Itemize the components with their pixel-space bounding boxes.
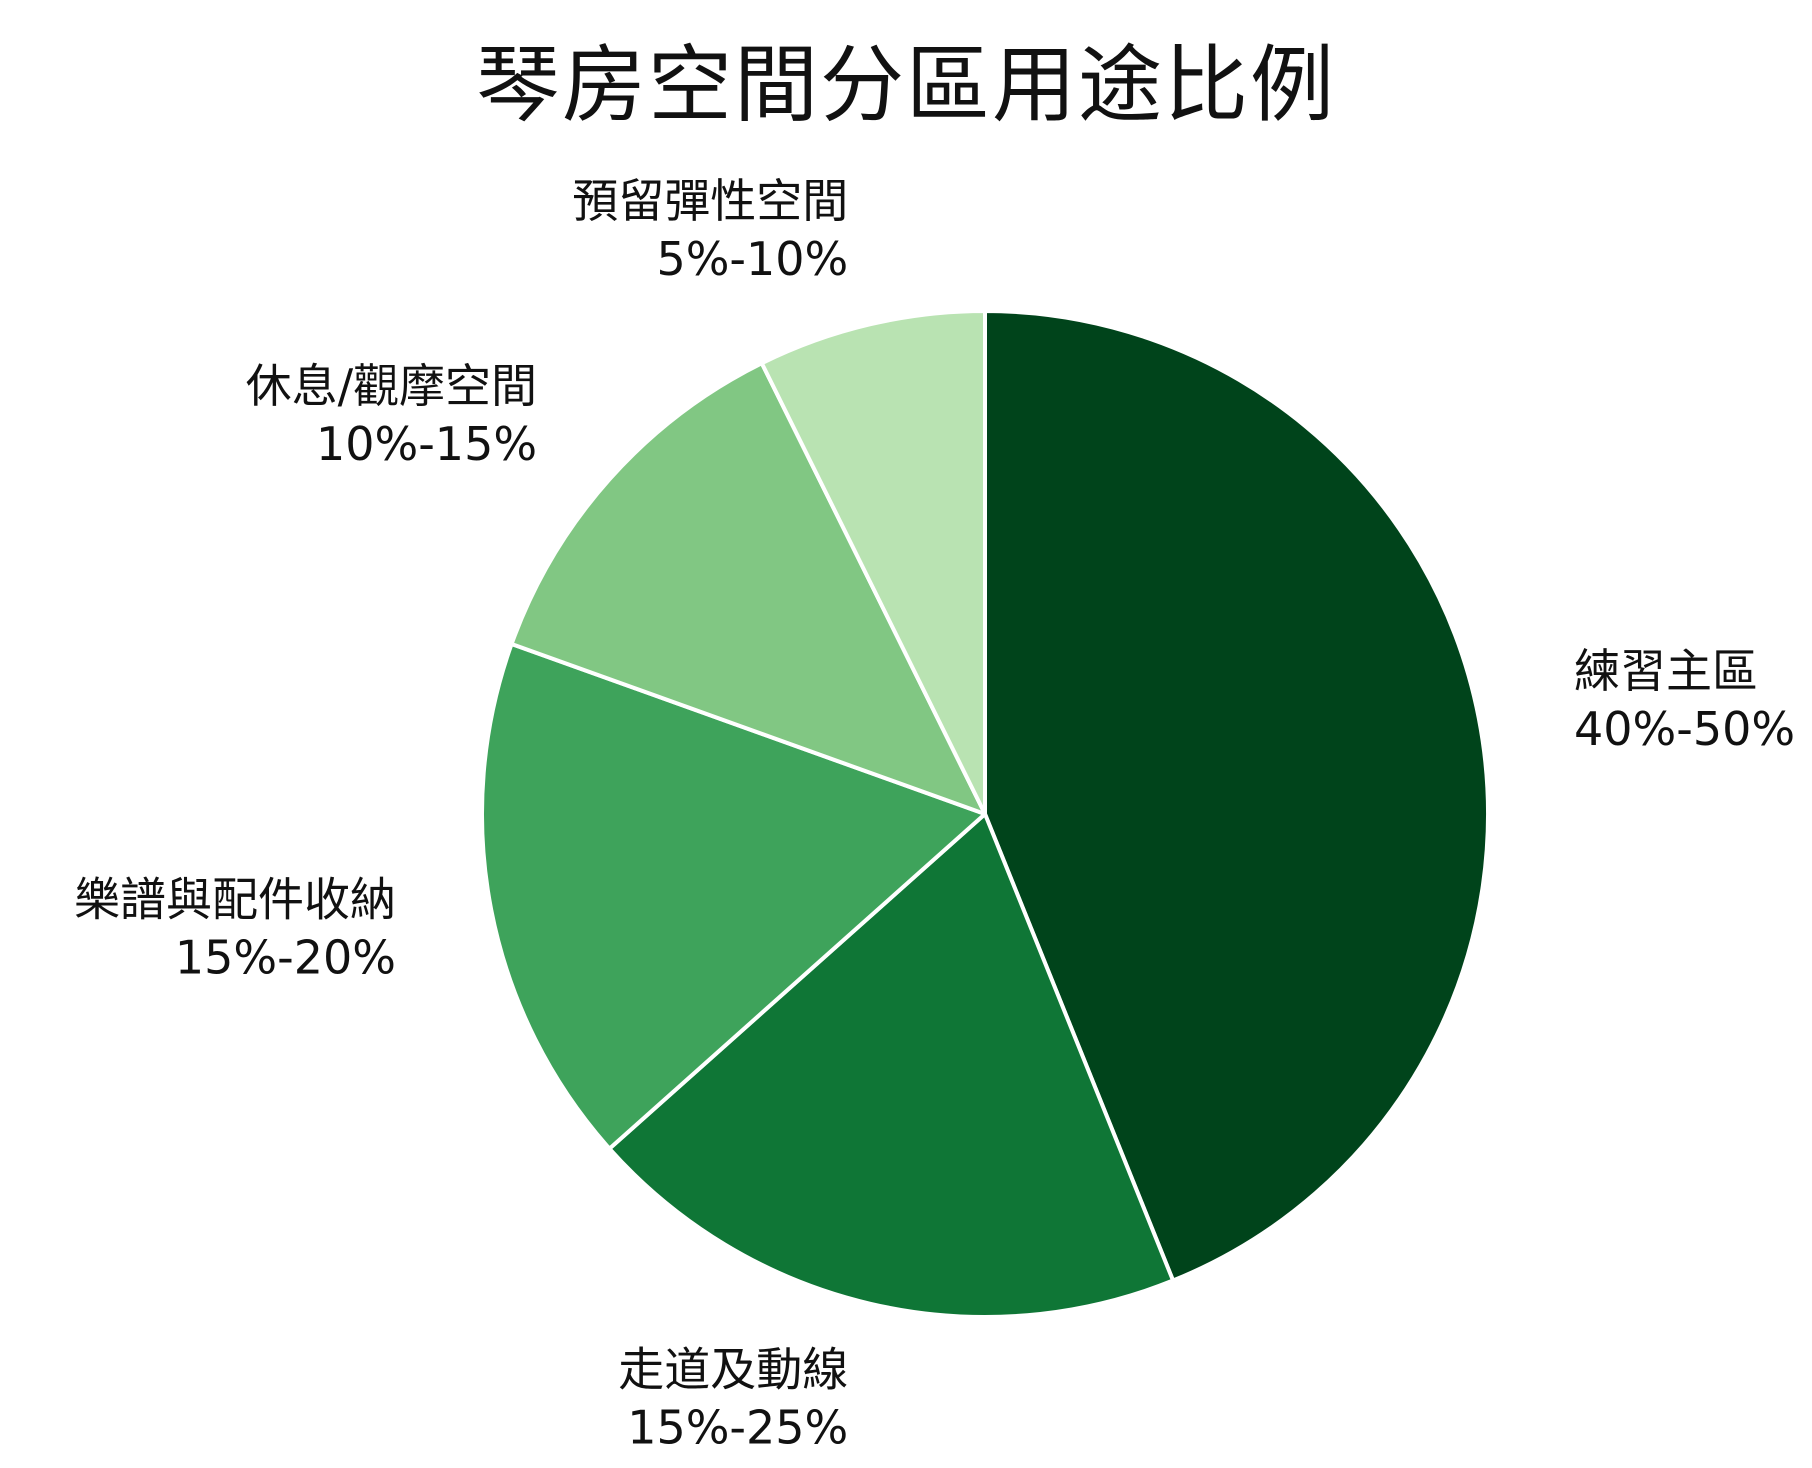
pie-slice-1 <box>607 812 1176 1319</box>
slice-name-label: 樂譜與配件收納 <box>74 872 396 926</box>
slice-name-label: 預留彈性空間 <box>572 174 848 228</box>
pie-slice-0 <box>983 309 1490 1283</box>
slice-range-label: 15%-25% <box>627 1400 848 1454</box>
slice-name-label: 走道及動線 <box>618 1342 848 1396</box>
pie-slice-4 <box>759 309 987 816</box>
slice-range-label: 10%-15% <box>316 417 537 471</box>
slice-name-label: 休息/觀摩空間 <box>246 359 538 413</box>
slice-range-label: 15%-20% <box>175 930 396 984</box>
slice-range-label: 5%-10% <box>656 232 848 286</box>
pie-slice-3 <box>509 361 987 816</box>
slice-range-label: 40%-50% <box>1574 702 1795 756</box>
chart-title: 琴房空間分區用途比例 <box>475 36 1336 134</box>
slice-name-label: 練習主區 <box>1574 644 1758 698</box>
